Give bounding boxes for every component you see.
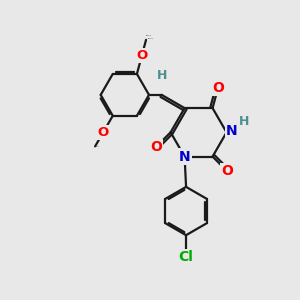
Text: O: O bbox=[150, 140, 162, 154]
Text: H: H bbox=[239, 115, 249, 128]
Text: methoxy: methoxy bbox=[146, 35, 152, 36]
Text: N: N bbox=[226, 124, 238, 138]
Text: O: O bbox=[136, 49, 148, 62]
Text: O: O bbox=[221, 164, 233, 178]
Text: N: N bbox=[179, 150, 190, 164]
Text: methoxy: methoxy bbox=[148, 38, 154, 39]
Text: O: O bbox=[98, 126, 109, 139]
Text: H: H bbox=[157, 69, 167, 82]
Text: Cl: Cl bbox=[178, 250, 194, 264]
Text: O: O bbox=[212, 81, 224, 95]
Text: methoxy: methoxy bbox=[94, 146, 100, 147]
